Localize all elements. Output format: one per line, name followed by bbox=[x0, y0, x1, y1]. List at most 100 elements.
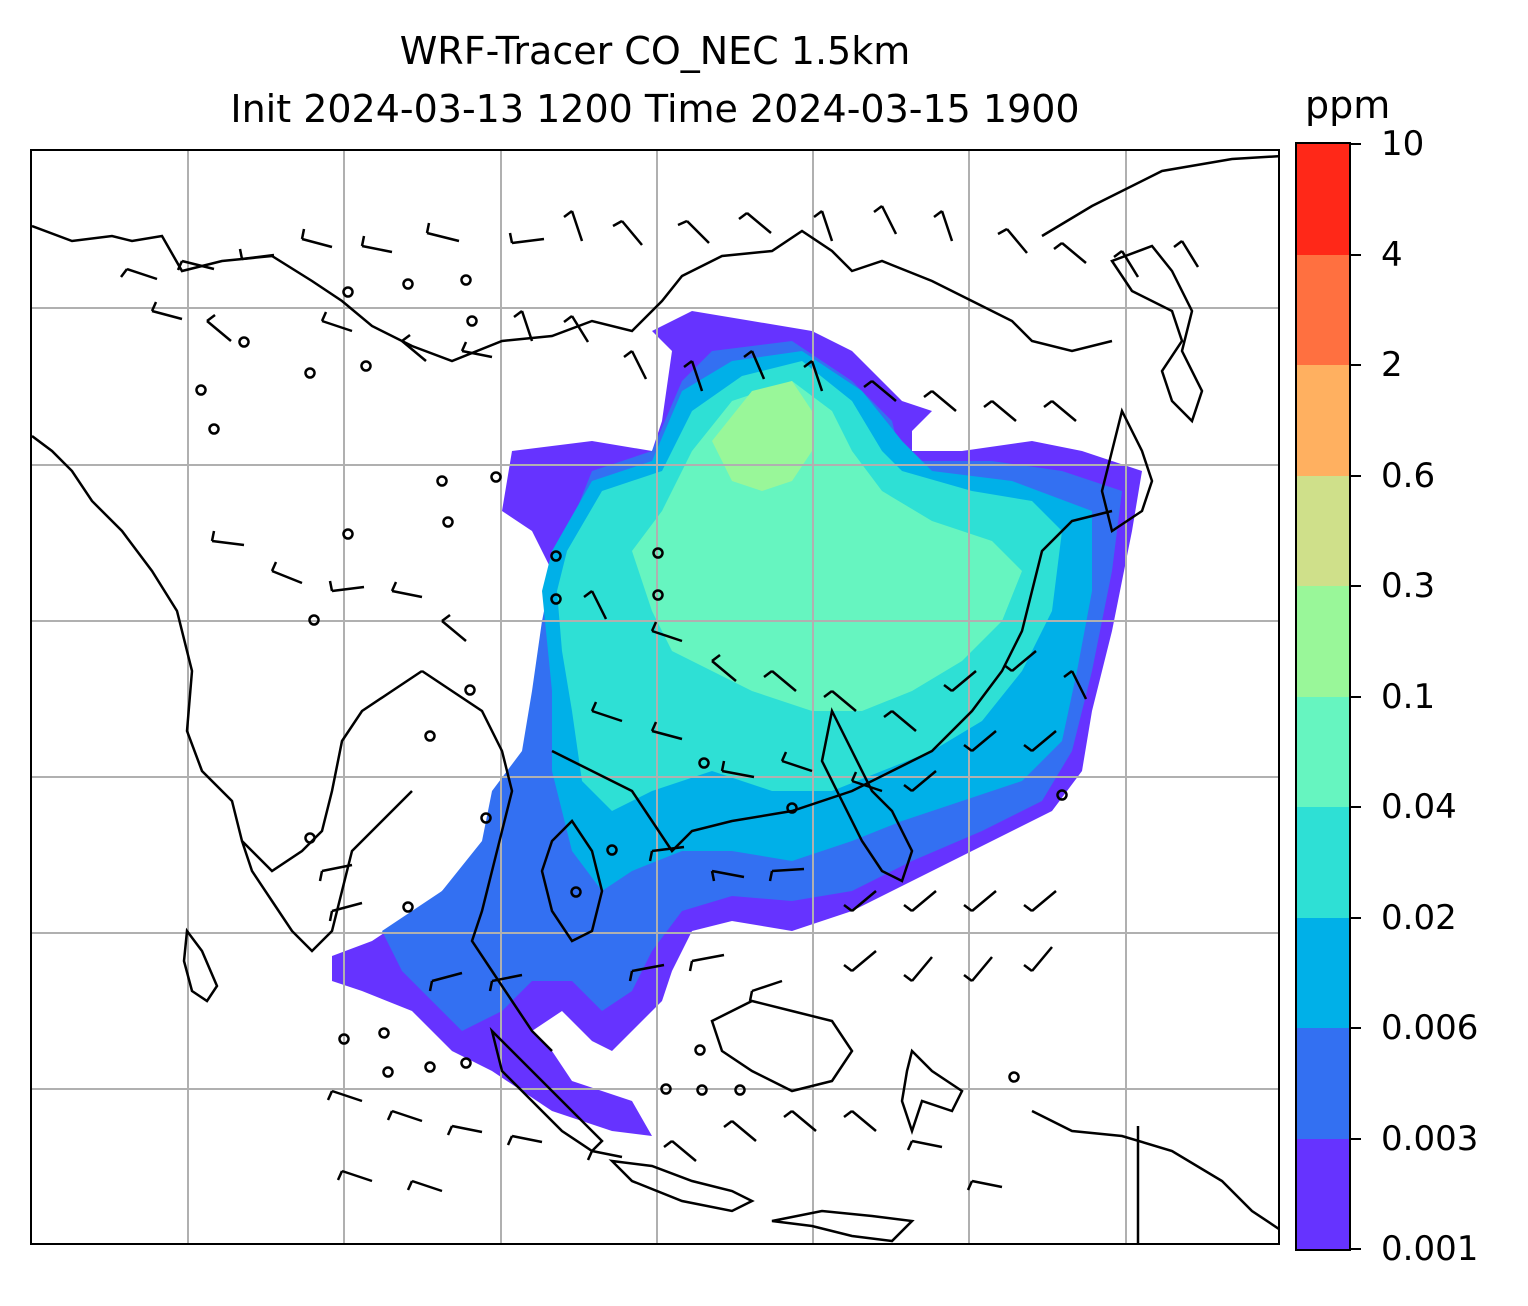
colorbar-tick bbox=[1351, 1137, 1361, 1140]
colorbar-tick bbox=[1351, 143, 1361, 145]
coast-kamchatka bbox=[1100, 407, 1154, 534]
wind-barb bbox=[650, 621, 683, 643]
colorbar-tick-label: 0.6 bbox=[1381, 455, 1436, 496]
wind-barb bbox=[843, 950, 877, 972]
calm-marker bbox=[304, 832, 316, 844]
wind-barb bbox=[873, 205, 898, 235]
colorbar-tick bbox=[1351, 474, 1361, 477]
calm-marker bbox=[550, 550, 562, 562]
colorbar-tick bbox=[1351, 1248, 1361, 1250]
colorbar-tick-label: 10 bbox=[1381, 124, 1425, 164]
colorbar-tick bbox=[1351, 364, 1361, 366]
wind-barb bbox=[441, 614, 467, 642]
co-tracer-plume bbox=[332, 311, 1142, 1136]
calm-marker bbox=[382, 1066, 394, 1078]
wind-barb bbox=[963, 730, 997, 752]
wind-barb bbox=[720, 760, 755, 779]
colorbar-tick-label: 2 bbox=[1381, 345, 1403, 385]
wind-barb bbox=[648, 845, 685, 862]
calm-wind-markers bbox=[195, 274, 1068, 1096]
wind-barb bbox=[300, 228, 333, 249]
colorbar-segment bbox=[1297, 365, 1349, 476]
coast-new-guinea bbox=[1031, 1109, 1278, 1230]
calm-marker bbox=[460, 274, 472, 286]
wind-barb bbox=[768, 867, 805, 882]
wind-barb bbox=[997, 227, 1028, 254]
calm-marker bbox=[436, 475, 448, 487]
wind-barb bbox=[823, 690, 857, 712]
calm-marker bbox=[208, 423, 220, 435]
wind-barb bbox=[460, 341, 493, 359]
coast-sulawesi bbox=[900, 1048, 964, 1135]
wind-barb bbox=[1023, 730, 1057, 752]
wind-barb bbox=[743, 350, 766, 380]
coast-india-west bbox=[32, 435, 423, 873]
calm-marker bbox=[550, 593, 562, 605]
wind-barb bbox=[508, 232, 545, 245]
coast-northeast bbox=[1041, 154, 1278, 238]
colorbar-tick bbox=[1351, 585, 1361, 587]
wind-barb bbox=[963, 956, 993, 982]
wind-barb bbox=[1173, 240, 1200, 268]
colorbar-segment bbox=[1297, 144, 1349, 255]
calm-marker bbox=[696, 1084, 708, 1096]
wind-barb bbox=[425, 222, 460, 243]
wind-barb bbox=[1113, 250, 1140, 278]
calm-marker bbox=[442, 516, 454, 528]
colorbar-tick bbox=[1351, 253, 1361, 256]
wind-barb bbox=[933, 210, 954, 242]
wind-barb bbox=[360, 235, 393, 254]
calm-marker bbox=[606, 844, 618, 856]
wind-barb bbox=[843, 890, 877, 912]
calm-marker bbox=[734, 1084, 746, 1096]
wind-barb bbox=[710, 869, 745, 882]
colorbar-segment bbox=[1297, 475, 1349, 586]
wind-barb bbox=[683, 360, 704, 392]
calm-marker bbox=[342, 286, 354, 298]
map-title-line-2: Init 2024-03-13 1200 Time 2024-03-15 190… bbox=[230, 87, 1080, 131]
wind-barb bbox=[206, 314, 232, 342]
wind-barb bbox=[628, 963, 665, 982]
wind-barb bbox=[803, 360, 824, 392]
calm-marker bbox=[304, 367, 316, 379]
wind-barb bbox=[1023, 890, 1057, 912]
colorbar-tick bbox=[1351, 806, 1361, 808]
colorbar-tick-label: 0.006 bbox=[1381, 1008, 1479, 1048]
calm-marker bbox=[1056, 789, 1068, 801]
wind-barb bbox=[446, 1124, 483, 1136]
calm-marker bbox=[464, 684, 476, 696]
coast-lesser-sunda bbox=[771, 1209, 915, 1243]
wind-barb bbox=[390, 581, 423, 599]
wind-barb bbox=[120, 267, 158, 281]
wind-barb bbox=[326, 1089, 363, 1103]
colorbar-segment bbox=[1297, 586, 1349, 697]
wind-barb bbox=[270, 561, 303, 585]
wind-barb bbox=[1053, 242, 1087, 264]
wind-barb bbox=[738, 212, 772, 234]
calm-marker bbox=[570, 886, 582, 898]
colorbar-segment bbox=[1297, 254, 1349, 365]
wind-barb bbox=[923, 390, 957, 412]
wind-barb bbox=[863, 380, 897, 402]
calm-marker bbox=[660, 1083, 672, 1095]
calm-marker bbox=[466, 315, 478, 327]
colorbar-tick-label: 0.1 bbox=[1381, 676, 1436, 717]
wind-barb bbox=[783, 1110, 817, 1132]
wind-barb bbox=[320, 311, 353, 333]
calm-marker bbox=[652, 589, 664, 601]
wind-barb bbox=[612, 219, 643, 246]
map-gridlines bbox=[32, 151, 1278, 1243]
map-title-line-1: WRF-Tracer CO_NEC 1.5km bbox=[399, 29, 911, 73]
wind-barb bbox=[336, 1169, 373, 1183]
wind-barb bbox=[943, 670, 977, 692]
wind-barb bbox=[513, 310, 534, 342]
map-panel bbox=[30, 149, 1280, 1245]
wind-barb bbox=[318, 863, 353, 882]
wind-barb bbox=[663, 1140, 697, 1162]
calm-marker bbox=[402, 278, 414, 290]
wind-barb bbox=[650, 721, 683, 741]
wind-barb bbox=[903, 770, 937, 792]
plume-band-6 bbox=[712, 381, 812, 491]
calm-marker bbox=[698, 757, 710, 769]
calm-marker bbox=[195, 384, 207, 396]
